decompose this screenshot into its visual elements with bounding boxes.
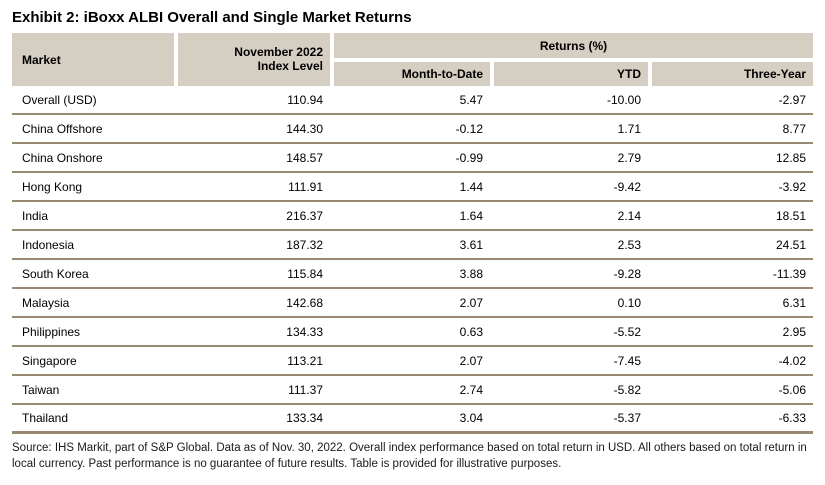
market-cell: South Korea xyxy=(22,266,89,281)
table-row-philippines: Philippines 134.33 0.63 -5.52 2.95 xyxy=(12,318,813,347)
market-cell: Singapore xyxy=(22,353,77,368)
column-header-index-level-line2: Index Level xyxy=(257,58,323,73)
index-level-cell: 111.91 xyxy=(288,179,323,194)
three-year-cell: 12.85 xyxy=(775,150,806,165)
mtd-cell: 0.63 xyxy=(459,324,483,339)
three-year-cell: -6.33 xyxy=(778,411,806,425)
mtd-cell: 1.44 xyxy=(459,179,483,194)
column-header-month-to-date: Month-to-Date xyxy=(334,62,490,86)
column-group-header-returns-label: Returns (%) xyxy=(539,38,608,53)
three-year-cell: 2.95 xyxy=(782,324,806,339)
ytd-cell: -7.45 xyxy=(613,353,641,368)
ytd-cell: 2.53 xyxy=(617,237,641,252)
three-year-cell: -2.97 xyxy=(778,92,806,107)
table-row-singapore: Singapore 113.21 2.07 -7.45 -4.02 xyxy=(12,347,813,376)
column-header-ytd-label: YTD xyxy=(617,67,641,81)
ytd-cell: 2.79 xyxy=(617,150,641,165)
column-header-three-year-label: Three-Year xyxy=(743,67,806,81)
index-level-cell: 144.30 xyxy=(286,121,323,136)
exhibit-title: Exhibit 2: iBoxx ALBI Overall and Single… xyxy=(12,9,412,26)
returns-table: Market November 2022 Index Level Returns… xyxy=(12,33,813,434)
ytd-cell: -5.52 xyxy=(613,324,641,339)
mtd-cell: -0.99 xyxy=(455,150,483,165)
ytd-cell: -5.37 xyxy=(613,411,641,425)
index-level-cell: 111.37 xyxy=(288,382,323,397)
column-header-ytd: YTD xyxy=(494,62,648,86)
mtd-cell: 3.04 xyxy=(459,411,483,425)
table-row-south-korea: South Korea 115.84 3.88 -9.28 -11.39 xyxy=(12,260,813,289)
mtd-cell: -0.12 xyxy=(455,121,483,136)
three-year-cell: 24.51 xyxy=(775,237,806,252)
exhibit-page: Exhibit 2: iBoxx ALBI Overall and Single… xyxy=(12,9,813,470)
three-year-cell: 18.51 xyxy=(775,208,806,223)
market-cell: China Onshore xyxy=(22,150,103,165)
index-level-cell: 148.57 xyxy=(286,150,323,165)
market-cell: Overall (USD) xyxy=(22,92,97,107)
index-level-cell: 113.21 xyxy=(287,353,323,368)
ytd-cell: -9.28 xyxy=(613,266,641,281)
index-level-cell: 110.94 xyxy=(287,92,323,107)
three-year-cell: -4.02 xyxy=(778,353,806,368)
table-row-overall-usd: Overall (USD) 110.94 5.47 -10.00 -2.97 xyxy=(12,86,813,115)
table-row-china-onshore: China Onshore 148.57 -0.99 2.79 12.85 xyxy=(12,144,813,173)
three-year-cell: -5.06 xyxy=(778,382,806,397)
market-cell: Thailand xyxy=(22,411,69,425)
market-cell: Indonesia xyxy=(22,237,75,252)
three-year-cell: -3.92 xyxy=(778,179,806,194)
ytd-cell: -5.82 xyxy=(613,382,641,397)
table-row-india: India 216.37 1.64 2.14 18.51 xyxy=(12,202,813,231)
market-cell: Taiwan xyxy=(22,382,60,397)
ytd-cell: 2.14 xyxy=(617,208,641,223)
market-cell: Hong Kong xyxy=(22,179,83,194)
column-header-index-level-line1: November 2022 xyxy=(234,44,323,59)
column-header-month-to-date-label: Month-to-Date xyxy=(401,67,483,81)
table-row-hong-kong: Hong Kong 111.91 1.44 -9.42 -3.92 xyxy=(12,173,813,202)
index-level-cell: 187.32 xyxy=(286,237,323,252)
mtd-cell: 1.64 xyxy=(459,208,483,223)
table-row-thailand: Thailand 133.34 3.04 -5.37 -6.33 xyxy=(12,405,813,434)
column-header-index-level: November 2022 Index Level xyxy=(178,33,330,86)
column-group-header-returns: Returns (%) xyxy=(334,33,813,58)
ytd-cell: -10.00 xyxy=(606,92,641,107)
column-header-market: Market xyxy=(12,33,174,86)
mtd-cell: 5.47 xyxy=(459,92,483,107)
table-header: Market November 2022 Index Level Returns… xyxy=(12,33,813,86)
three-year-cell: -11.39 xyxy=(772,266,806,281)
index-level-cell: 216.37 xyxy=(286,208,323,223)
table-row-china-offshore: China Offshore 144.30 -0.12 1.71 8.77 xyxy=(12,115,813,144)
ytd-cell: 1.71 xyxy=(617,121,641,136)
index-level-cell: 142.68 xyxy=(286,295,323,310)
mtd-cell: 2.07 xyxy=(459,295,483,310)
table-body: Overall (USD) 110.94 5.47 -10.00 -2.97 C… xyxy=(12,86,813,434)
mtd-cell: 2.07 xyxy=(459,353,483,368)
column-header-market-label: Market xyxy=(22,52,61,67)
table-row-taiwan: Taiwan 111.37 2.74 -5.82 -5.06 xyxy=(12,376,813,405)
index-level-cell: 133.34 xyxy=(286,411,323,425)
ytd-cell: -9.42 xyxy=(613,179,641,194)
mtd-cell: 2.74 xyxy=(459,382,483,397)
ytd-cell: 0.10 xyxy=(617,295,641,310)
column-header-three-year: Three-Year xyxy=(652,62,813,86)
market-cell: Malaysia xyxy=(22,295,70,310)
table-row-malaysia: Malaysia 142.68 2.07 0.10 6.31 xyxy=(12,289,813,318)
three-year-cell: 8.77 xyxy=(782,121,806,136)
source-footnote: Source: IHS Markit, part of S&P Global. … xyxy=(12,442,807,470)
index-level-cell: 115.84 xyxy=(287,266,323,281)
index-level-cell: 134.33 xyxy=(286,324,323,339)
market-cell: India xyxy=(22,208,49,223)
market-cell: China Offshore xyxy=(22,121,103,136)
mtd-cell: 3.61 xyxy=(459,237,483,252)
table-row-indonesia: Indonesia 187.32 3.61 2.53 24.51 xyxy=(12,231,813,260)
mtd-cell: 3.88 xyxy=(459,266,483,281)
three-year-cell: 6.31 xyxy=(782,295,806,310)
market-cell: Philippines xyxy=(22,324,81,339)
